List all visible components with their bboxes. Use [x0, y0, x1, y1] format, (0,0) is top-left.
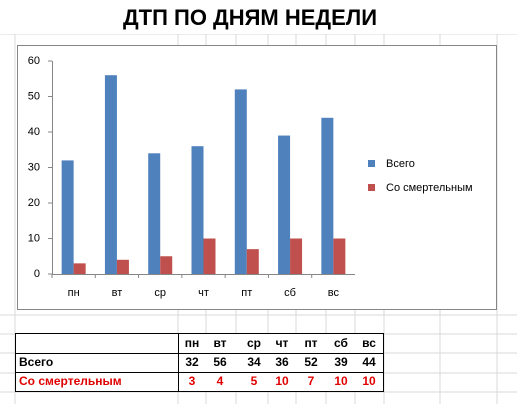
x-tick-label: вт	[112, 287, 123, 299]
table-cell: 56	[213, 355, 227, 369]
y-tick-label: 60	[28, 55, 40, 67]
y-tick-label: 30	[28, 161, 40, 173]
table-frame	[15, 333, 384, 392]
bar	[61, 160, 74, 274]
x-tick-label: пт	[241, 287, 252, 299]
table-cell: 5	[251, 374, 258, 388]
table-cell: 32	[185, 355, 199, 369]
bar	[290, 238, 303, 274]
table-cell: 34	[247, 355, 261, 369]
y-tick-label: 20	[28, 197, 40, 209]
bar	[73, 263, 86, 274]
y-tick-label: 10	[28, 232, 40, 244]
table-cell: 10	[334, 374, 348, 388]
legend-swatch	[368, 160, 375, 167]
bar	[203, 238, 216, 274]
y-tick-label: 40	[28, 126, 40, 138]
table-header: пт	[304, 336, 317, 350]
table-cell: 36	[275, 355, 289, 369]
table-row-label: Всего	[19, 355, 53, 369]
bar	[148, 153, 161, 274]
x-tick-label: сб	[284, 287, 296, 299]
legend-label: Всего	[386, 158, 415, 170]
bar	[234, 89, 247, 275]
bar	[191, 146, 204, 274]
table-header: вт	[213, 336, 226, 350]
legend-swatch	[368, 184, 375, 191]
chart-title: ДТП ПО ДНЯМ НЕДЕЛИ	[123, 5, 377, 30]
table-cell: 39	[334, 355, 348, 369]
table-cell: 7	[308, 374, 315, 388]
table-header: вс	[362, 336, 376, 350]
table-cell: 4	[217, 374, 224, 388]
bar	[160, 256, 173, 274]
bar	[246, 249, 259, 274]
bar	[116, 259, 129, 274]
table-cell: 44	[362, 355, 376, 369]
table-cell: 10	[275, 374, 289, 388]
x-tick-label: ср	[154, 287, 166, 299]
table-header: сб	[334, 336, 348, 350]
y-tick-label: 50	[28, 90, 40, 102]
title-area	[0, 0, 517, 34]
bar	[321, 117, 334, 274]
bar	[333, 238, 346, 274]
x-tick-label: вс	[328, 287, 340, 299]
table-cell: 3	[189, 374, 196, 388]
legend-label: Со смертельным	[386, 182, 473, 194]
table-header: ср	[247, 336, 261, 350]
table-cell: 10	[362, 374, 376, 388]
x-tick-label: пн	[68, 287, 80, 299]
bar	[278, 135, 291, 274]
table-header: чт	[276, 336, 289, 350]
x-tick-label: чт	[198, 287, 209, 299]
bar	[104, 75, 117, 274]
table-row-label: Со смертельным	[19, 374, 122, 388]
table-header: пн	[185, 336, 200, 350]
y-tick-label: 0	[34, 268, 40, 280]
table-cell: 52	[304, 355, 318, 369]
